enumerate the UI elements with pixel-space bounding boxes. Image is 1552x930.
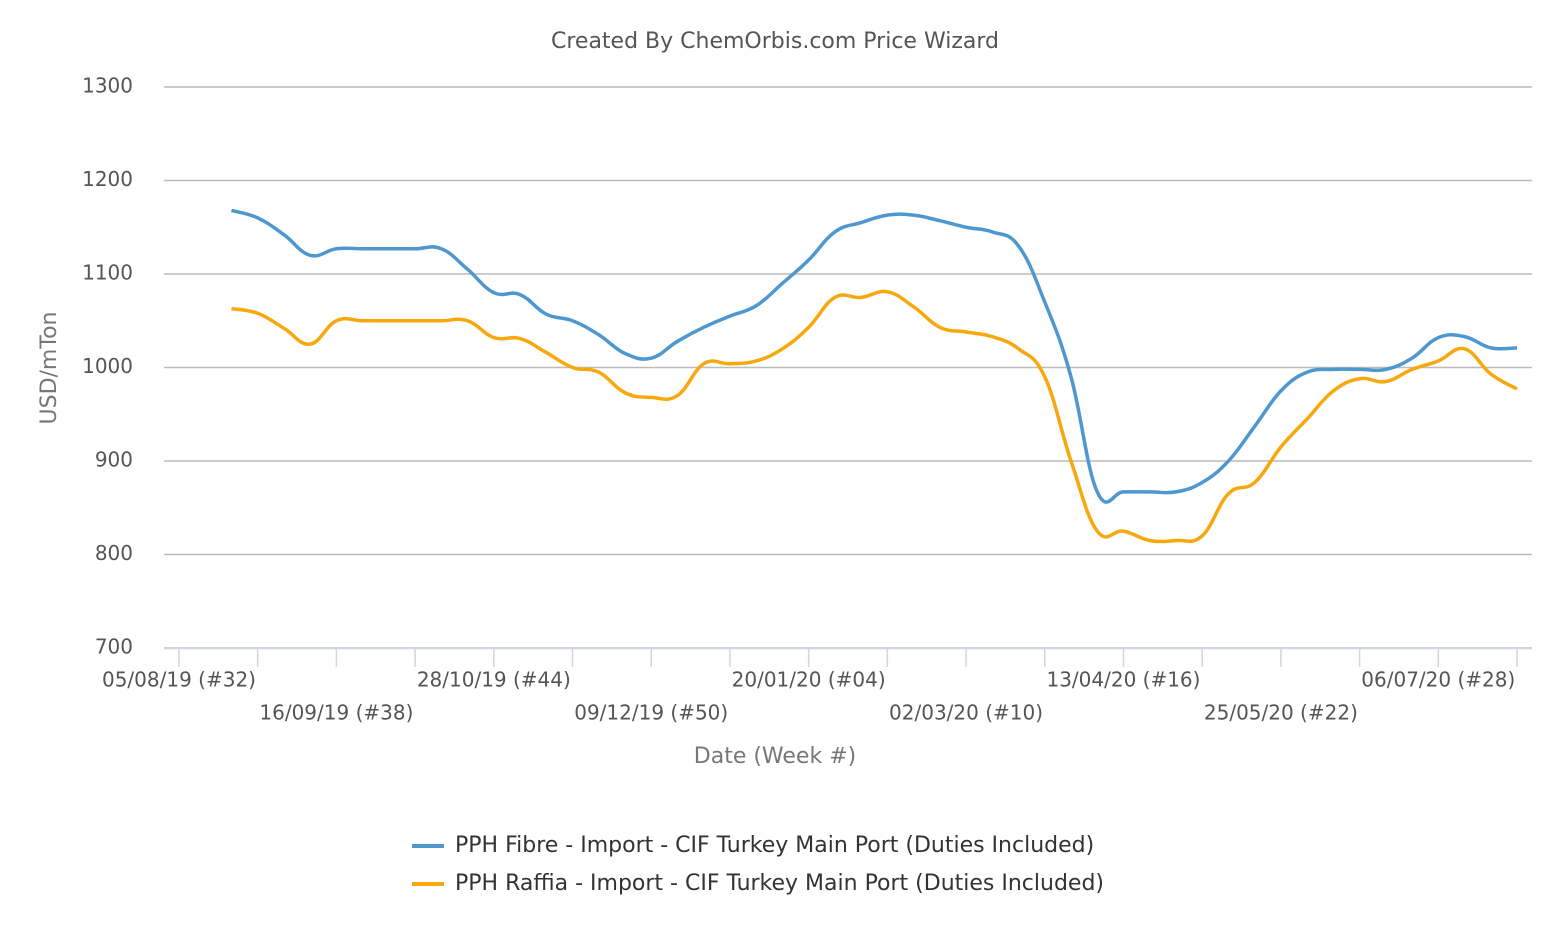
y-tick-label: 700 xyxy=(95,635,133,659)
x-tick-label: 02/03/20 (#10) xyxy=(889,701,1043,725)
y-tick-label: 1200 xyxy=(82,167,133,191)
y-tick-label: 1300 xyxy=(82,74,133,98)
y-axis-label: USD/mTon xyxy=(37,312,62,425)
legend-label: PPH Fibre - Import - CIF Turkey Main Por… xyxy=(455,833,1094,858)
series-line xyxy=(230,208,1518,504)
x-tick-label: 28/10/19 (#44) xyxy=(417,668,571,692)
series-line xyxy=(231,289,1518,544)
y-tick-label: 900 xyxy=(95,448,133,472)
x-tick-label: 05/08/19 (#32) xyxy=(102,668,256,692)
chart-title: Created By ChemOrbis.com Price Wizard xyxy=(551,29,999,54)
x-tick-label: 20/01/20 (#04) xyxy=(732,668,886,692)
legend-label: PPH Raffia - Import - CIF Turkey Main Po… xyxy=(455,871,1104,896)
y-tick-label: 1100 xyxy=(82,261,133,285)
x-tick-label: 13/04/20 (#16) xyxy=(1046,668,1200,692)
y-tick-label: 800 xyxy=(95,541,133,565)
y-tick-label: 1000 xyxy=(82,354,133,378)
x-axis-label: Date (Week #) xyxy=(694,744,856,769)
x-tick-label: 09/12/19 (#50) xyxy=(574,701,728,725)
x-tick-label: 16/09/19 (#38) xyxy=(259,701,413,725)
x-tick-label: 06/07/20 (#28) xyxy=(1361,668,1515,692)
x-tick-label: 25/05/20 (#22) xyxy=(1204,701,1358,725)
